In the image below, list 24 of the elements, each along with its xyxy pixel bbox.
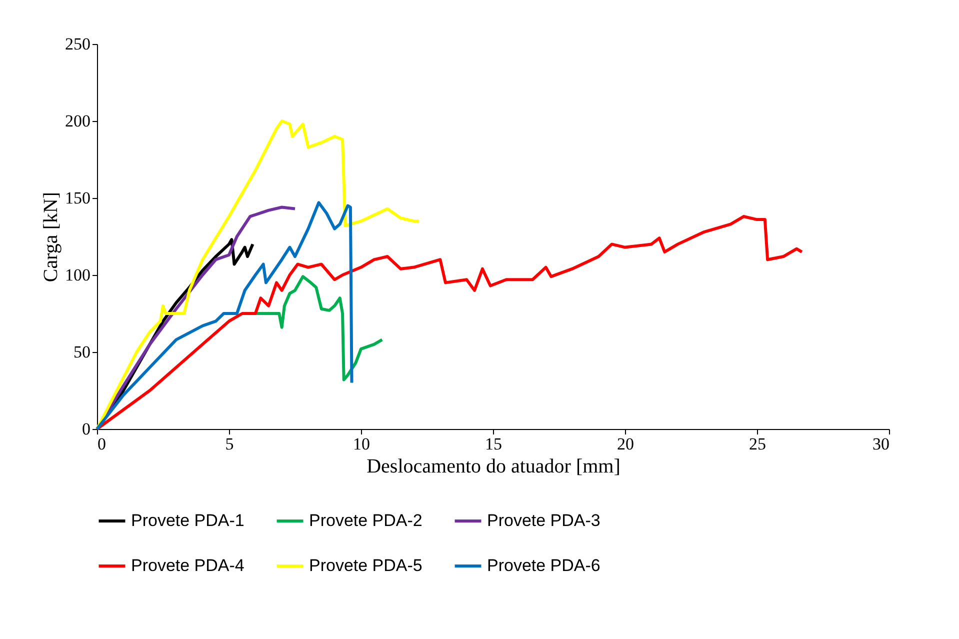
x-axis-title: Deslocamento do atuador [mm] xyxy=(366,456,620,478)
y-tick-label: 200 xyxy=(65,112,90,130)
legend-label: Provete PDA-5 xyxy=(309,556,422,575)
y-tick-label: 0 xyxy=(82,420,90,438)
legend-label: Provete PDA-6 xyxy=(487,556,600,575)
line-series xyxy=(96,201,354,430)
legend-label: Provete PDA-2 xyxy=(309,511,422,530)
x-tick-label: 10 xyxy=(353,434,370,454)
x-tick-label: 5 xyxy=(225,434,234,454)
x-tick-label: 30 xyxy=(872,434,890,454)
line-series xyxy=(96,120,421,430)
legend-label: Provete PDA-3 xyxy=(487,511,600,530)
legend-label: Provete PDA-4 xyxy=(131,556,244,575)
x-tick-label: 20 xyxy=(617,434,634,454)
y-tick-label: 150 xyxy=(65,188,90,208)
y-tick-label: 250 xyxy=(65,34,90,54)
line-series xyxy=(96,214,804,430)
y-tick-label: 100 xyxy=(65,266,90,284)
legend-label: Provete PDA-1 xyxy=(131,511,244,530)
x-tick-label: 0 xyxy=(98,434,106,454)
x-tick-label: 15 xyxy=(485,434,502,454)
y-tick-label: 50 xyxy=(74,342,90,362)
x-tick-label: 25 xyxy=(749,434,766,454)
y-axis-title: Carga [kN] xyxy=(40,192,62,282)
